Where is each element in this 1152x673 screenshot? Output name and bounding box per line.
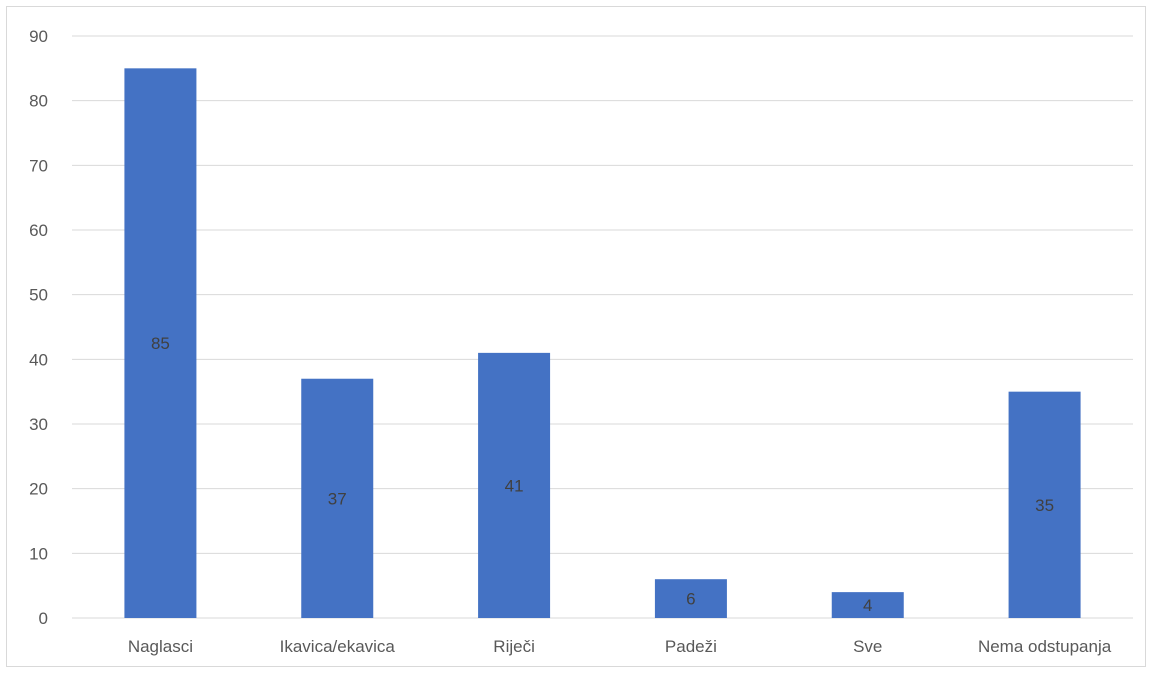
y-tick-label: 90 <box>29 27 48 46</box>
bar-0 <box>124 68 197 619</box>
y-tick-label: 60 <box>29 221 48 240</box>
y-axis-tick-labels: 0 10 20 30 40 50 60 70 80 90 <box>29 27 48 628</box>
y-tick-label: 10 <box>29 544 48 563</box>
y-tick-label: 0 <box>39 609 48 628</box>
y-tick-label: 20 <box>29 480 48 499</box>
y-tick-label: 70 <box>29 156 48 175</box>
x-axis-category-labels: Naglasci Ikavica/ekavica Riječi Padeži Sve Ne… <box>128 637 1112 656</box>
data-label: 85 <box>151 334 170 353</box>
bar-1 <box>301 378 374 618</box>
x-category-label: Sve <box>853 637 882 656</box>
x-category-label: Riječi <box>493 637 535 656</box>
data-label: 37 <box>328 489 347 508</box>
y-tick-label: 30 <box>29 415 48 434</box>
y-tick-label: 40 <box>29 350 48 369</box>
bar-3 <box>654 579 727 618</box>
data-label: 6 <box>686 590 695 609</box>
x-category-label: Padeži <box>665 637 717 656</box>
x-category-label: Ikavica/ekavica <box>280 637 396 656</box>
gridlines <box>72 35 1133 619</box>
x-category-label: Nema odstupanja <box>978 637 1112 656</box>
bar-4 <box>831 592 904 618</box>
data-label: 35 <box>1035 496 1054 515</box>
bar-5 <box>1008 391 1081 618</box>
x-category-label: Naglasci <box>128 637 193 656</box>
y-tick-label: 80 <box>29 92 48 111</box>
bars <box>124 68 1081 619</box>
data-labels: 85 37 41 6 4 35 <box>151 334 1054 615</box>
y-tick-label: 50 <box>29 286 48 305</box>
bar-2 <box>478 352 551 618</box>
data-label: 4 <box>863 596 872 615</box>
data-label: 41 <box>505 476 524 495</box>
